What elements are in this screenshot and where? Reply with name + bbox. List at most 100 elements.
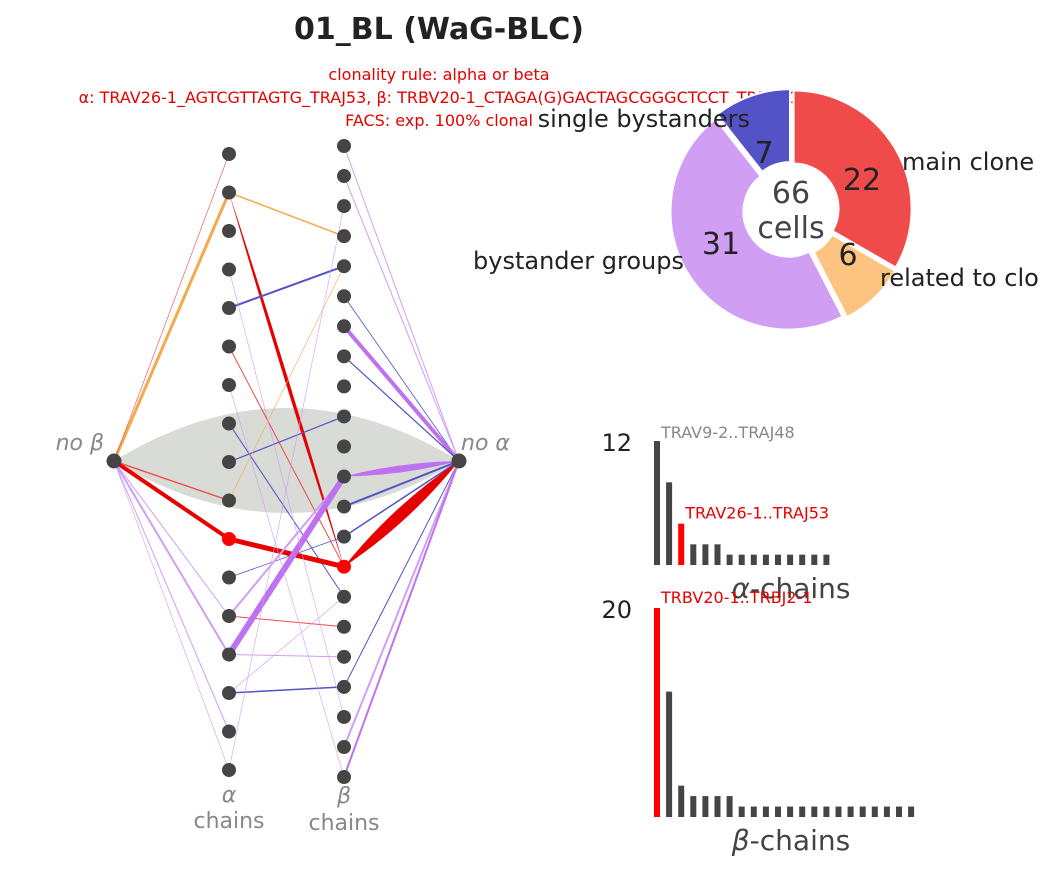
chain-bar — [714, 796, 721, 817]
edge-a5-b14 — [228, 346, 345, 568]
chain-bar — [775, 806, 781, 817]
donut-slice-label: related to clo — [880, 264, 1039, 292]
beta-chain-node — [337, 529, 351, 544]
beta-chain-node — [337, 559, 351, 574]
alpha-chain-node — [222, 647, 236, 662]
donut-slice — [715, 88, 792, 174]
alpha-chain-node — [222, 185, 236, 200]
edge-nb-a15 — [113, 460, 230, 732]
donut-slice — [812, 233, 897, 319]
edge-b12-na — [343, 460, 460, 508]
beta-chain-node — [337, 439, 351, 454]
beta-chain-node — [337, 319, 351, 334]
edge-b21-na — [343, 460, 460, 779]
edge-a13-b11 — [226, 473, 347, 658]
edge-a13-b17 — [228, 654, 345, 658]
chain-bar — [883, 806, 890, 817]
edge-b5-na — [343, 295, 460, 462]
beta-chain-node — [337, 169, 351, 184]
chain-bar — [859, 806, 866, 817]
clone-chain-annotation: TRAV26-1..TRAJ53 — [684, 504, 829, 523]
donut-slice-value: 6 — [838, 238, 857, 273]
chain-bar — [678, 523, 685, 565]
edge-a1-b14 — [229, 192, 344, 567]
chain-bar — [799, 554, 806, 565]
chain-bar — [654, 441, 660, 565]
no-beta-label: no β — [56, 431, 104, 456]
figure-title: 01_BL (WaG-BLC) — [294, 12, 584, 47]
alpha-chain-node — [222, 224, 236, 238]
beta-chain-node — [337, 409, 351, 424]
donut-slice-value: 22 — [843, 163, 881, 198]
edge-a8-b9 — [228, 415, 345, 463]
clonality-rule: clonality rule: alpha or beta — [328, 65, 549, 84]
alpha-chain-node — [222, 686, 236, 700]
no-beta-node — [106, 453, 122, 469]
edge-a3-b19 — [228, 269, 345, 718]
chain-bar — [787, 554, 794, 565]
alpha-chain-node — [222, 262, 236, 277]
edge-b11-na — [344, 461, 459, 477]
chain-bar — [750, 554, 757, 565]
no-alpha-node — [451, 453, 467, 469]
beta-axis-word: chains — [308, 811, 379, 836]
x-axis-label: β-chains — [731, 824, 850, 857]
chain-bar — [908, 806, 915, 817]
chain-bar — [787, 806, 794, 817]
donut-slice-value: 31 — [702, 227, 740, 262]
chain-bar — [726, 796, 733, 817]
y-max-label: 12 — [601, 429, 632, 457]
x-axis-label: α-chains — [732, 572, 851, 605]
beta-chain-node — [337, 259, 351, 274]
edge-nb-a1 — [112, 191, 231, 463]
edge-a10-b14 — [226, 536, 347, 570]
beta-chain-node — [337, 139, 351, 153]
chain-bar — [847, 806, 854, 817]
alpha-chain-node — [222, 455, 236, 469]
edge-nb-a9 — [113, 460, 230, 502]
no-chain-lens — [114, 408, 459, 513]
beta-chain-node — [337, 589, 351, 604]
alpha-chain-node — [222, 147, 236, 161]
y-max-label: 20 — [601, 596, 632, 624]
chain-bar — [714, 544, 721, 565]
edge-a11-b13 — [228, 536, 345, 578]
cell-donut-chart: 22 main clone 6 related to clo 31 bystander g… — [473, 88, 1039, 331]
edge-nb-a0 — [113, 153, 230, 462]
no-alpha-label: no α — [461, 431, 510, 456]
chain-bar — [738, 806, 745, 817]
beta-chain-node — [337, 649, 351, 664]
edge-a14-b15 — [228, 596, 345, 694]
beta-chain-node — [337, 679, 351, 694]
alpha-axis-greek: α — [222, 783, 237, 808]
donut-slice — [792, 89, 913, 269]
x-axis-label-greek: α — [732, 572, 751, 605]
chain-bar — [835, 806, 842, 817]
edge-b0-na — [343, 145, 460, 462]
edge-b20-na — [343, 460, 460, 748]
donut-slice-label: bystander groups — [473, 247, 684, 275]
facs-note: FACS: exp. 100% clonal — [345, 111, 533, 130]
edge-a9-b4 — [228, 265, 345, 501]
donut-slice-value: 7 — [754, 136, 773, 171]
chain-bar — [666, 691, 673, 817]
chain-bar — [750, 806, 757, 817]
chain-bar — [762, 554, 769, 565]
alpha-chain-node — [222, 570, 236, 585]
beta-chain-node — [337, 349, 351, 364]
alpha-chain-node — [222, 378, 236, 392]
beta-chain-node — [337, 740, 351, 754]
chain-bar — [726, 554, 733, 565]
chain-bar — [762, 806, 769, 817]
edge-b13-na — [343, 460, 460, 538]
chain-bar — [811, 806, 818, 817]
clone-chains: α: TRAV26-1_AGTCGTTAGTG_TRAJ53, β: TRBV2… — [79, 88, 800, 108]
chain-bar — [702, 544, 709, 565]
edge-b18-na — [343, 460, 460, 688]
edge-a7-b15 — [228, 423, 345, 598]
edge-b6-na — [342, 324, 461, 463]
chain-bar — [823, 806, 830, 817]
donut-slice — [669, 117, 844, 331]
